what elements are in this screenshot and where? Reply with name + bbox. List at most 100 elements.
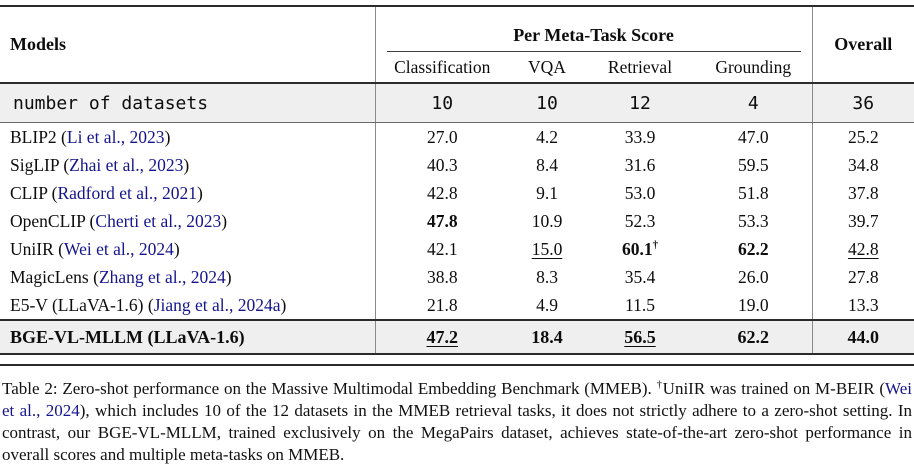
score-cell: 15.0 bbox=[531, 238, 563, 259]
score-cell: 31.6 bbox=[624, 154, 656, 175]
table-row-bge-vl-mllm: BGE-VL-MLLM (LLaVA-1.6) 47.2 18.4 56.5 6… bbox=[0, 320, 914, 355]
score-cell: 53.0 bbox=[624, 182, 656, 203]
model-name: BLIP2 ( bbox=[10, 126, 67, 147]
model-name: MagicLens ( bbox=[10, 266, 99, 287]
col-header-overall: Overall bbox=[811, 6, 914, 84]
score-cell: 13.3 bbox=[811, 291, 914, 321]
score-cell: 35.4 bbox=[624, 266, 656, 287]
score-cell: 40.3 bbox=[374, 151, 509, 179]
model-name-suffix: ) bbox=[221, 210, 228, 231]
col-header-grounding: Grounding bbox=[695, 52, 813, 84]
model-name-cell: BLIP2 (Li et al., 2023) bbox=[0, 123, 375, 152]
table-row-clip: CLIP (Radford et al., 2021) 42.8 9.1 53.… bbox=[0, 179, 914, 207]
model-name-cell: MagicLens (Zhang et al., 2024) bbox=[0, 263, 375, 291]
table-row-openclip: OpenCLIP (Cherti et al., 2023) 47.8 10.9… bbox=[0, 207, 914, 235]
model-name-suffix: ) bbox=[196, 182, 203, 203]
score-cell: 42.1 bbox=[374, 235, 509, 263]
score-cell: 47.2 bbox=[374, 320, 509, 355]
table-bottom-rule bbox=[0, 364, 914, 366]
score-cell: 56.5 bbox=[585, 320, 695, 355]
dagger-footnote-mark: † bbox=[656, 378, 663, 391]
citation-link[interactable]: Wei et al., 2024 bbox=[63, 238, 174, 259]
col-header-models: Models bbox=[0, 6, 375, 84]
caption-text: UniIR was trained on M-BEIR ( bbox=[662, 379, 886, 398]
score-cell: 51.8 bbox=[737, 182, 769, 203]
citation-link[interactable]: Zhang et al., 2024 bbox=[98, 266, 226, 287]
model-name: OpenCLIP ( bbox=[10, 210, 96, 231]
score-cell: 62.2 bbox=[695, 320, 813, 355]
score-cell: 42.8 bbox=[374, 179, 509, 207]
score-cell: 44.0 bbox=[811, 320, 914, 355]
score-cell: 62.2 bbox=[737, 238, 769, 259]
caption-text: ), which includes 10 of the 12 datasets … bbox=[2, 401, 912, 464]
datasets-count-classification: 10 bbox=[374, 83, 509, 123]
score-cell: 19.0 bbox=[695, 291, 813, 321]
citation-link[interactable]: Wei et al., 2024 bbox=[2, 379, 912, 420]
score-cell: 47.0 bbox=[737, 126, 769, 147]
score-cell: 38.8 bbox=[374, 263, 509, 291]
table-row-uniir: UniIR (Wei et al., 2024) 42.1 15.0 60.1†… bbox=[0, 235, 914, 263]
table-row-blip2: BLIP2 (Li et al., 2023) 27.0 4.2 33.9 47… bbox=[0, 122, 914, 152]
model-name-cell: E5-V (LLaVA-1.6) (Jiang et al., 2024a) bbox=[0, 291, 375, 321]
col-header-vqa: VQA bbox=[509, 52, 585, 84]
score-cell: 18.4 bbox=[509, 320, 585, 355]
citation-link[interactable]: Jiang et al., 2024a bbox=[153, 294, 281, 315]
header-row-group: Models Per Meta-Task Score Overall bbox=[0, 6, 914, 84]
score-cell: 42.8 bbox=[811, 235, 914, 263]
datasets-count-overall: 36 bbox=[811, 83, 914, 123]
model-name: SigLIP ( bbox=[10, 154, 70, 175]
results-table: Models Per Meta-Task Score Overall Class… bbox=[0, 5, 914, 355]
model-name-suffix: ) bbox=[225, 266, 232, 287]
score-cell: 33.9 bbox=[624, 126, 656, 147]
col-header-classification: Classification bbox=[374, 52, 509, 84]
score-cell: 47.8 bbox=[374, 207, 509, 235]
score-cell: 59.5 bbox=[737, 154, 769, 175]
datasets-count-row: number of datasets 10 10 12 4 36 bbox=[0, 83, 914, 123]
score-cell: 27.8 bbox=[811, 263, 914, 291]
citation-link[interactable]: Li et al., 2023 bbox=[66, 126, 165, 147]
score-cell: 39.7 bbox=[811, 207, 914, 235]
caption-text: Table 2: Zero-shot performance on the Ma… bbox=[2, 379, 657, 398]
model-name-cell: UniIR (Wei et al., 2024) bbox=[0, 235, 375, 263]
model-name-suffix: ) bbox=[164, 126, 171, 147]
score-cell: 4.2 bbox=[536, 126, 558, 147]
score-value: 60.1 bbox=[621, 238, 653, 259]
score-cell: 26.0 bbox=[737, 266, 769, 287]
score-cell: 8.4 bbox=[536, 154, 558, 175]
col-group-header-per-meta-task: Per Meta-Task Score bbox=[374, 6, 813, 52]
datasets-count-grounding: 4 bbox=[695, 83, 813, 123]
table-row-magiclens: MagicLens (Zhang et al., 2024) 38.8 8.3 … bbox=[0, 263, 914, 291]
score-cell: 25.2 bbox=[811, 122, 914, 151]
table-row-e5v: E5-V (LLaVA-1.6) (Jiang et al., 2024a) 2… bbox=[0, 291, 914, 321]
citation-link[interactable]: Zhai et al., 2023 bbox=[69, 154, 184, 175]
score-cell: 52.3 bbox=[624, 210, 656, 231]
model-name-cell: OpenCLIP (Cherti et al., 2023) bbox=[0, 207, 375, 235]
col-group-header-label: Per Meta-Task Score bbox=[386, 25, 801, 52]
model-name-cell: BGE-VL-MLLM (LLaVA-1.6) bbox=[0, 320, 375, 355]
table-row-siglip: SigLIP (Zhai et al., 2023) 40.3 8.4 31.6… bbox=[0, 151, 914, 179]
model-name: E5-V (LLaVA-1.6) ( bbox=[10, 294, 154, 315]
score-cell: 9.1 bbox=[536, 182, 558, 203]
model-name-suffix: ) bbox=[173, 238, 180, 259]
score-cell: 34.8 bbox=[811, 151, 914, 179]
datasets-row-label: number of datasets bbox=[0, 83, 375, 123]
score-cell: 53.3 bbox=[737, 210, 769, 231]
model-name-cell: SigLIP (Zhai et al., 2023) bbox=[0, 151, 375, 179]
model-name-suffix: ) bbox=[280, 294, 287, 315]
header-row-subcolumns: Classification VQA Retrieval Grounding bbox=[0, 52, 914, 84]
model-name-cell: CLIP (Radford et al., 2021) bbox=[0, 179, 375, 207]
score-cell: 60.1† bbox=[585, 235, 695, 263]
score-cell: 4.9 bbox=[509, 291, 585, 321]
citation-link[interactable]: Radford et al., 2021 bbox=[57, 182, 197, 203]
score-cell: 8.3 bbox=[536, 266, 558, 287]
datasets-count-vqa: 10 bbox=[509, 83, 585, 123]
col-header-retrieval: Retrieval bbox=[585, 52, 695, 84]
score-cell: 27.0 bbox=[374, 122, 509, 151]
model-name-suffix: ) bbox=[183, 154, 190, 175]
model-name: UniIR ( bbox=[10, 238, 64, 259]
citation-link[interactable]: Cherti et al., 2023 bbox=[95, 210, 222, 231]
score-cell: 21.8 bbox=[374, 291, 509, 321]
table-caption: Table 2: Zero-shot performance on the Ma… bbox=[2, 378, 912, 466]
score-cell: 37.8 bbox=[811, 179, 914, 207]
